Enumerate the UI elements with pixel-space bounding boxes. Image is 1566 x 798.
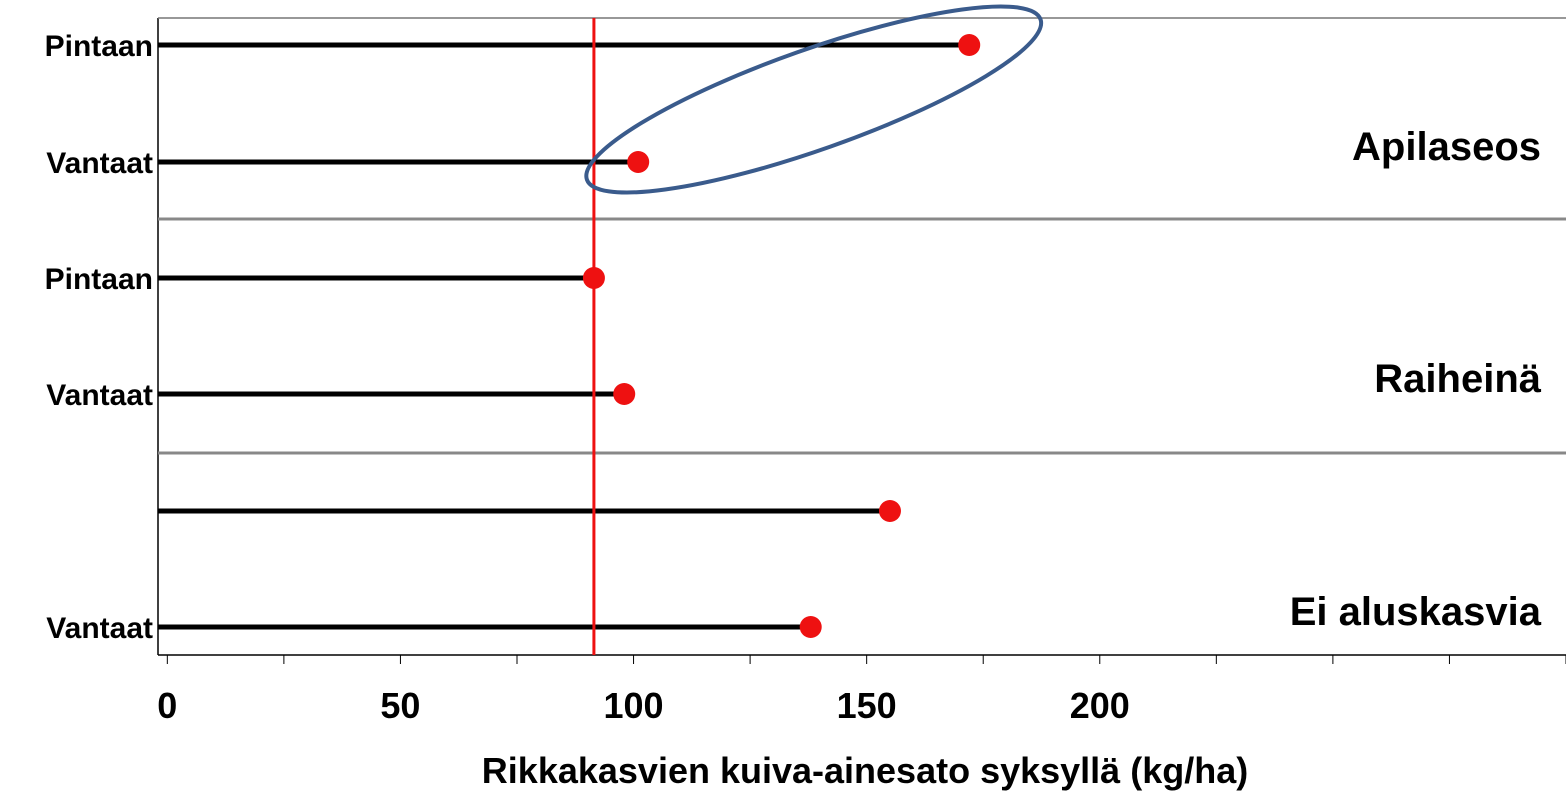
x-tick-label: 100 [604, 685, 664, 726]
highlight-ellipse [584, 4, 1044, 195]
plot-frame [157, 17, 1566, 664]
x-tick-label: 50 [380, 685, 420, 726]
data-rows [158, 42, 970, 630]
x-tick-label: 200 [1070, 685, 1130, 726]
x-tick-label: 150 [837, 685, 897, 726]
data-point [582, 267, 605, 289]
group-label: Apilaseos [1352, 125, 1541, 169]
labels-layer: 0 50 100 150 200 Pintaan Vantaat Apilaseos Pinta… [45, 30, 1542, 726]
row-label: Pintaan [45, 30, 153, 63]
row-label: Vantaat [46, 147, 153, 180]
group-label: Ei aluskasvia [1290, 590, 1542, 634]
x-axis-title: Rikkakasvien kuiva-ainesato syksyllä (kg… [482, 750, 1248, 791]
data-points [582, 34, 981, 638]
data-point [878, 500, 901, 522]
data-point [627, 151, 650, 173]
data-point [799, 616, 822, 638]
x-tick-label: 0 [157, 685, 177, 726]
data-point [613, 383, 636, 405]
row-label: Vantaat [46, 612, 153, 645]
data-point [958, 34, 981, 56]
row-label: Vantaat [46, 379, 153, 412]
row-label: Pintaan [45, 263, 153, 296]
group-label: Raiheinä [1374, 357, 1541, 401]
highlight-layer [584, 4, 1044, 195]
